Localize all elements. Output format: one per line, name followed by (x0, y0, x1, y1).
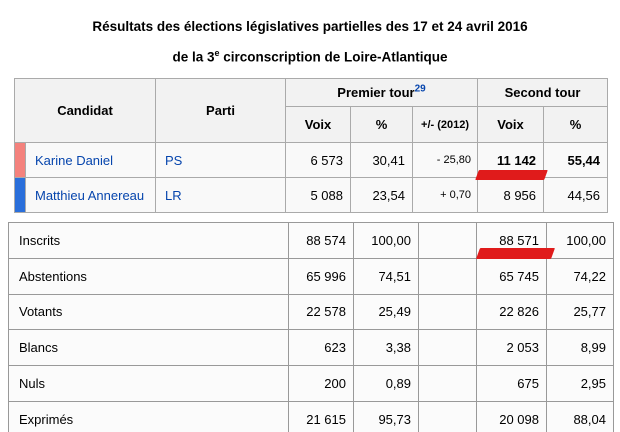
t1-pct-value: 0,89 (353, 365, 419, 402)
t2-pct-value: 100,00 (546, 222, 614, 259)
diff-empty-cell (418, 222, 477, 259)
header-second-tour: Second tour (477, 78, 609, 107)
diff-empty-cell (418, 365, 477, 402)
candidate-link[interactable]: Karine Daniel (35, 152, 114, 168)
candidate-row-matthieu-annereau: Matthieu Annereau LR 5 088 23,54 + 0,70 … (14, 177, 609, 213)
stats-row-blancs: Blancs 623 3,38 2 053 8,99 (8, 329, 614, 367)
t1-voix-value: 5 088 (285, 177, 351, 213)
diff-empty-cell (418, 329, 477, 367)
red-underline-annotation-11142 (475, 170, 548, 180)
candidate-link[interactable]: Matthieu Annereau (35, 187, 145, 203)
t1-pct-value: 100,00 (353, 222, 419, 259)
t1-pct-value: 3,38 (353, 329, 419, 367)
title-line-2: de la 3e circonscription de Loire-Atlant… (0, 40, 620, 71)
diff-2012-value: + 0,70 (411, 177, 479, 213)
header-premier-tour-label: Premier tour (337, 85, 415, 100)
candidates-table: Candidat Parti Premier tour29 Second tou… (14, 78, 609, 213)
diff-empty-cell (418, 400, 477, 432)
t1-voix-value: 22 578 (288, 293, 354, 331)
red-underline-annotation-88571 (475, 248, 556, 259)
stats-row-nuls: Nuls 200 0,89 675 2,95 (8, 365, 614, 402)
candidate-name-cell: Karine Daniel (25, 142, 156, 178)
t2-pct-value: 88,04 (546, 400, 614, 432)
table-title: Résultats des élections législatives par… (0, 14, 620, 71)
ordinal-superscript: e (214, 48, 220, 58)
header-candidat: Candidat (14, 78, 156, 143)
t2-pct-value: 8,99 (546, 329, 614, 367)
header-voix-t1: Voix (285, 106, 351, 143)
t1-voix-value: 65 996 (288, 257, 354, 295)
t2-pct-value: 74,22 (546, 257, 614, 295)
t1-pct-value: 25,49 (353, 293, 419, 331)
reference-link-29[interactable]: 29 (414, 83, 426, 95)
stats-label: Exprimés (8, 400, 289, 432)
header-parti: Parti (155, 78, 286, 143)
title-line-2-prefix: de la 3 (172, 49, 215, 65)
t1-voix-value: 6 573 (285, 142, 351, 178)
t1-voix-value: 21 615 (288, 400, 354, 432)
diff-2012-value: - 25,80 (411, 142, 479, 178)
stats-row-votants: Votants 22 578 25,49 22 826 25,77 (8, 293, 614, 331)
party-cell: LR (155, 177, 286, 213)
t1-pct-value: 95,73 (353, 400, 419, 432)
stats-row-exprimes: Exprimés 21 615 95,73 20 098 88,04 (8, 400, 614, 432)
header-pct-t2: % (543, 106, 609, 143)
candidate-row-clipped (14, 212, 609, 213)
candidate-name-cell: Matthieu Annereau (25, 177, 156, 213)
header-voix-t2: Voix (477, 106, 545, 143)
party-cell: PS (155, 142, 286, 178)
t1-pct-value: 74,51 (353, 257, 419, 295)
t2-voix-value: 65 745 (476, 257, 547, 295)
diff-empty-cell (418, 293, 477, 331)
stats-label: Votants (8, 293, 289, 331)
t2-voix-value: 20 098 (476, 400, 547, 432)
t2-voix-value: 2 053 (476, 329, 547, 367)
t2-pct-value: 2,95 (546, 365, 614, 402)
stats-row-inscrits: Inscrits 88 574 100,00 88 571 100,00 (8, 222, 614, 259)
t1-voix-value: 623 (288, 329, 354, 367)
party-link[interactable]: LR (165, 187, 182, 203)
stats-label: Nuls (8, 365, 289, 402)
party-link[interactable]: PS (165, 152, 183, 168)
title-line-2-suffix: circonscription de Loire-Atlantique (219, 49, 448, 65)
stats-row-abstentions: Abstentions 65 996 74,51 65 745 74,22 (8, 257, 614, 295)
t2-pct-value: 55,44 (543, 142, 609, 178)
candidate-row-karine-daniel: Karine Daniel PS 6 573 30,41 - 25,80 11 … (14, 142, 609, 178)
t1-pct-value: 23,54 (350, 177, 413, 213)
party-color-swatch-ps (14, 142, 26, 178)
t1-voix-value: 88 574 (288, 222, 354, 259)
stats-table: Inscrits 88 574 100,00 88 571 100,00 Abs… (8, 222, 614, 432)
stats-label: Abstentions (8, 257, 289, 295)
t2-pct-value: 25,77 (546, 293, 614, 331)
header-premier-tour: Premier tour29 (284, 78, 479, 107)
stats-label: Inscrits (8, 222, 289, 259)
diff-empty-cell (418, 257, 477, 295)
stats-label: Blancs (8, 329, 289, 367)
title-line-1: Résultats des élections législatives par… (92, 19, 528, 34)
t1-pct-value: 30,41 (350, 142, 413, 178)
t2-pct-value: 44,56 (543, 177, 609, 213)
party-color-swatch-clipped (14, 212, 26, 213)
header-pct-t1: % (350, 106, 413, 143)
t2-voix-value: 8 956 (477, 177, 545, 213)
t1-voix-value: 200 (288, 365, 354, 402)
candidates-table-clip: Candidat Parti Premier tour29 Second tou… (14, 78, 609, 213)
header-diff-2012: +/- (2012) (411, 106, 479, 143)
party-color-swatch-lr (14, 177, 26, 213)
t2-voix-value: 675 (476, 365, 547, 402)
t2-voix-value: 22 826 (476, 293, 547, 331)
